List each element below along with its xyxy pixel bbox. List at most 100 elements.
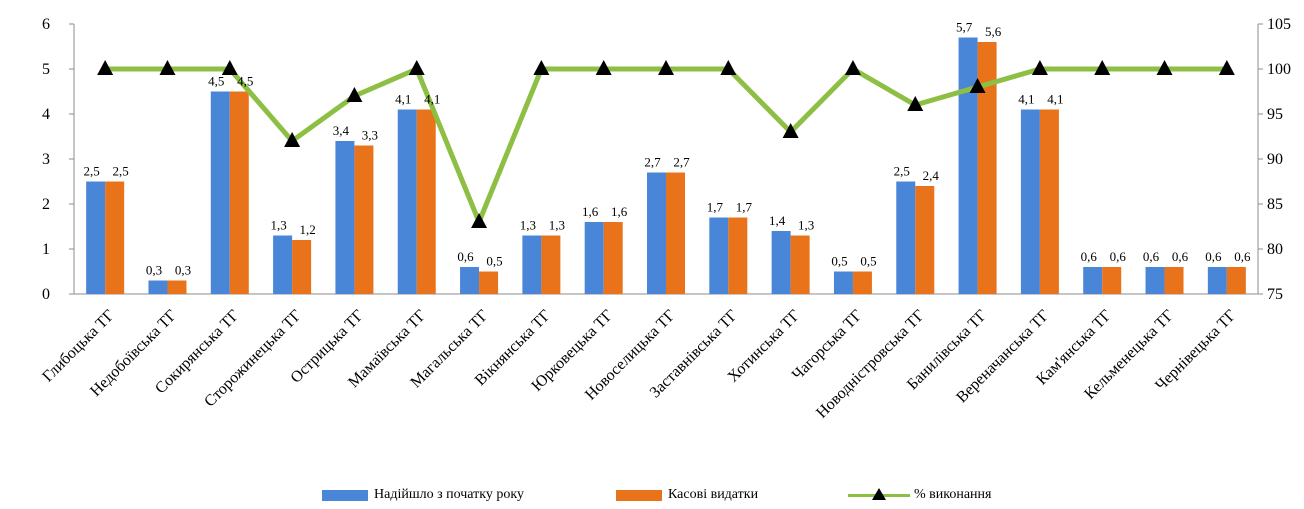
completion-marker <box>346 87 363 102</box>
legend-swatch-expenses <box>616 489 662 501</box>
data-label-received: 0,6 <box>1205 249 1222 264</box>
data-label-received: 1,4 <box>769 213 786 228</box>
bar-expenses <box>479 271 499 294</box>
bar-received <box>958 37 978 294</box>
data-label-expenses: 2,7 <box>673 155 690 170</box>
data-label-received: 0,6 <box>1143 249 1160 264</box>
data-label-received: 1,7 <box>707 200 724 215</box>
data-label-received: 4,5 <box>208 74 224 89</box>
completion-marker <box>782 123 799 138</box>
data-label-received: 5,7 <box>956 20 973 35</box>
bar-expenses <box>229 91 249 294</box>
data-label-received: 0,5 <box>831 254 847 269</box>
bar-received <box>833 271 853 294</box>
data-label-received: 2,5 <box>84 164 100 179</box>
completion-marker <box>533 60 550 75</box>
data-label-received: 4,1 <box>395 92 411 107</box>
legend-swatch-received <box>322 489 368 501</box>
completion-marker <box>408 60 425 75</box>
data-label-received: 3,4 <box>333 123 350 138</box>
chart: 0 1 2 3 4 5 6 75 80 85 90 95 100 105 2,5 2,5 0,3 0,3 4,5 4… <box>39 16 1291 422</box>
bar-received <box>1145 267 1165 294</box>
completion-marker <box>284 132 301 147</box>
right-tick-label: 95 <box>1267 106 1283 123</box>
bar-expenses <box>292 240 312 294</box>
bar-received <box>647 172 666 294</box>
completion-marker <box>658 60 674 75</box>
data-label-expenses: 5,6 <box>985 24 1002 39</box>
legend-item-received: Надійшло з початку року <box>322 487 524 503</box>
completion-marker <box>1156 60 1173 75</box>
bar-expenses <box>354 145 374 294</box>
category-label: Новодністровська ТГ <box>813 307 928 422</box>
bar-received <box>709 217 729 294</box>
data-label-received: 0,6 <box>457 249 474 264</box>
right-tick-label: 105 <box>1267 16 1291 33</box>
data-label-expenses: 0,6 <box>1110 249 1127 264</box>
legend-item-expenses: Касові видатки <box>616 487 758 503</box>
bar-expenses <box>977 42 997 294</box>
bar-received <box>896 181 916 294</box>
bar-expenses <box>603 222 623 294</box>
data-label-received: 2,5 <box>894 164 910 179</box>
data-label-received: 1,3 <box>270 218 286 233</box>
completion-marker <box>595 60 612 75</box>
data-label-expenses: 0,5 <box>486 254 502 269</box>
bar-received <box>1083 267 1103 294</box>
data-label-received: 0,6 <box>1081 249 1098 264</box>
bar-received <box>1207 267 1227 294</box>
data-label-expenses: 1,2 <box>299 222 315 237</box>
legend-label-received: Надійшло з початку року <box>374 487 524 502</box>
bar-expenses <box>105 181 125 294</box>
bar-received <box>335 141 355 294</box>
bar-received <box>584 222 604 294</box>
data-label-received: 1,3 <box>520 218 536 233</box>
left-tick-label: 5 <box>42 61 50 78</box>
data-labels: 2,5 2,5 0,3 0,3 4,5 4,5 1,3 1,2 3,4 3,3 4,1 4,1 0,6 0… <box>84 20 1251 278</box>
completion-marker <box>907 96 924 111</box>
completion-marker <box>97 60 114 75</box>
data-label-expenses: 1,7 <box>736 200 753 215</box>
completion-marker <box>1218 60 1235 75</box>
bar-expenses <box>1039 109 1059 294</box>
data-label-expenses: 4,1 <box>1047 92 1063 107</box>
data-label-received: 4,1 <box>1018 92 1034 107</box>
bar-received <box>210 91 230 294</box>
data-label-expenses: 4,5 <box>237 74 253 89</box>
data-label-expenses: 3,3 <box>362 128 378 143</box>
left-tick-label: 1 <box>42 241 50 258</box>
data-label-expenses: 0,6 <box>1172 249 1189 264</box>
legend-swatch-completion <box>848 488 910 501</box>
completion-marker <box>1094 60 1111 75</box>
data-label-expenses: 2,5 <box>113 164 129 179</box>
left-tick-label: 2 <box>42 196 50 213</box>
left-tick-label: 3 <box>42 151 50 168</box>
legend-label-expenses: Касові видатки <box>668 487 759 502</box>
left-tick-label: 4 <box>42 106 50 123</box>
bar-received <box>771 231 791 294</box>
bar-received <box>148 280 168 294</box>
bar-received <box>522 235 542 294</box>
right-tick-label: 75 <box>1267 286 1283 303</box>
right-tick-label: 90 <box>1267 151 1283 168</box>
completion-marker <box>159 60 176 75</box>
right-tick-label: 100 <box>1267 61 1291 78</box>
bar-expenses <box>852 271 872 294</box>
bar-received <box>86 181 106 294</box>
data-label-expenses: 2,4 <box>923 168 940 183</box>
legend-item-completion: % виконання <box>848 487 992 503</box>
bar-received <box>397 109 417 294</box>
data-label-expenses: 0,5 <box>860 254 876 269</box>
bar-expenses <box>666 172 685 294</box>
bar-expenses <box>167 280 187 294</box>
data-label-received: 0,3 <box>146 263 162 278</box>
data-label-expenses: 4,1 <box>424 92 440 107</box>
completion-marker <box>1031 60 1048 75</box>
data-label-expenses: 0,6 <box>1234 249 1251 264</box>
data-label-received: 1,6 <box>582 204 599 219</box>
axes: 0 1 2 3 4 5 6 75 80 85 90 95 100 105 <box>42 16 1291 303</box>
legend-label-completion: % виконання <box>914 487 992 502</box>
completion-marker <box>844 60 861 75</box>
data-label-received: 2,7 <box>644 155 661 170</box>
